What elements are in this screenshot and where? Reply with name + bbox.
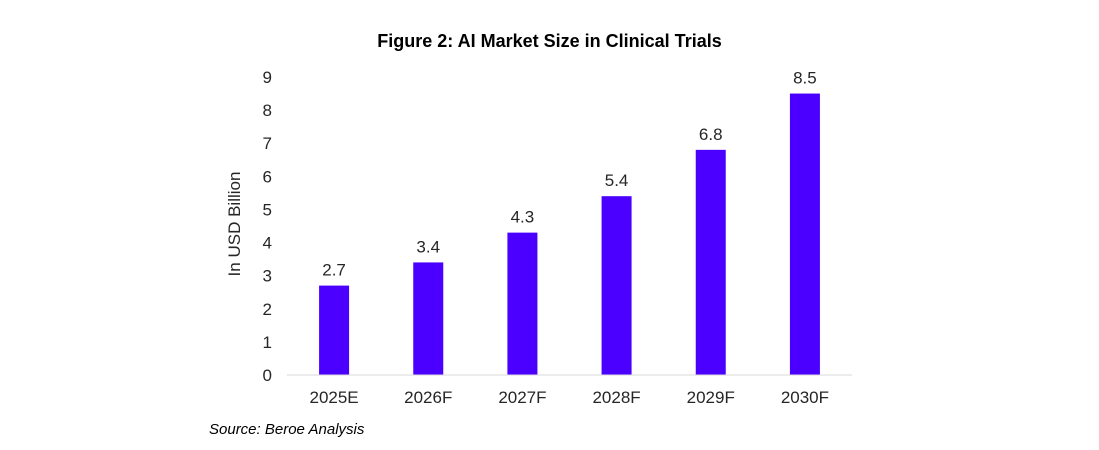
bar: [789, 93, 820, 376]
x-tick-label: 2026F: [404, 388, 452, 407]
bar: [695, 149, 726, 375]
y-tick-label: 0: [263, 366, 272, 385]
bar-value-label: 5.4: [605, 171, 629, 190]
source-note: Source: Beroe Analysis: [209, 421, 365, 438]
bar-value-label: 8.5: [793, 69, 817, 88]
y-tick-label: 3: [263, 267, 272, 286]
x-tick-label: 2028F: [592, 388, 640, 407]
x-tick-label: 2027F: [498, 388, 546, 407]
bar-series: [319, 93, 820, 376]
y-tick-label: 9: [263, 68, 272, 87]
y-tick-label: 2: [263, 300, 272, 319]
y-tick-label: 4: [263, 234, 272, 253]
x-tick-label: 2030F: [781, 388, 829, 407]
bar: [507, 232, 538, 375]
bar: [413, 262, 444, 375]
x-tick-label: 2025E: [309, 388, 358, 407]
y-tick-label: 1: [263, 333, 272, 352]
y-tick-label: 6: [263, 167, 272, 186]
y-axis-label: In USD Billion: [225, 172, 244, 277]
x-tick-label: 2029F: [687, 388, 735, 407]
bar-value-label: 6.8: [699, 125, 723, 144]
y-tick-label: 5: [263, 200, 272, 219]
y-tick-label: 8: [263, 101, 272, 120]
data-labels: 2.7 3.4 4.3 5.4 6.8 8.5: [322, 69, 816, 280]
bar-value-label: 4.3: [511, 208, 535, 227]
y-axis-ticks: 0 1 2 3 4 5 6 7 8 9: [263, 68, 272, 385]
bar: [601, 196, 632, 375]
x-axis-ticks: 2025E 2026F 2027F 2028F 2029F 2030F: [309, 388, 829, 407]
bar: [319, 285, 350, 375]
chart-title: Figure 2: AI Market Size in Clinical Tri…: [377, 31, 722, 51]
bar-value-label: 3.4: [416, 237, 440, 256]
y-tick-label: 7: [263, 134, 272, 153]
bar-value-label: 2.7: [322, 261, 346, 280]
